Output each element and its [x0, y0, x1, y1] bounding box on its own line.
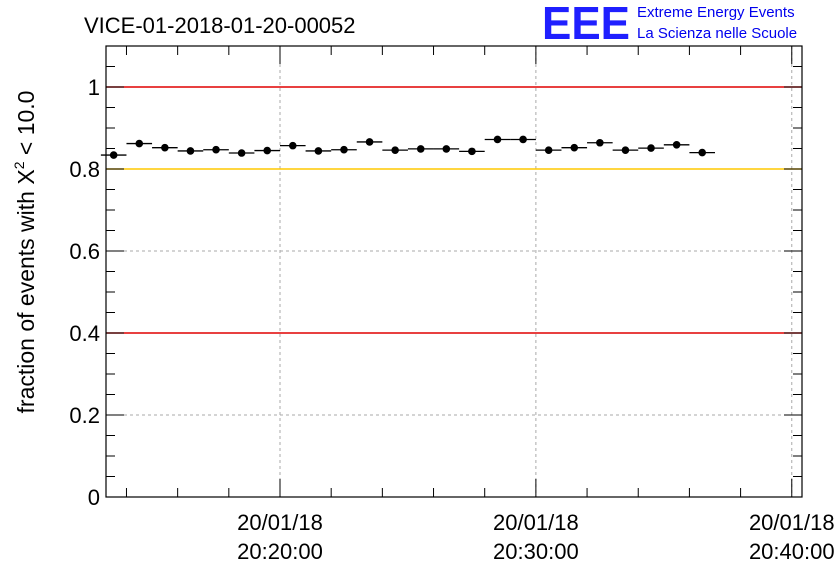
data-point-marker	[391, 146, 399, 154]
y-tick-label-0: 0	[88, 485, 100, 510]
chart-title: VICE-01-2018-01-20-00052	[84, 13, 356, 38]
data-point-marker	[493, 135, 502, 144]
data-point-23	[689, 148, 715, 157]
data-point-marker	[288, 141, 297, 150]
data-point-17	[535, 146, 562, 154]
data-point-marker	[570, 143, 579, 152]
y-axis-label: fraction of events with X2 < 10.0	[11, 91, 39, 414]
data-point-21	[638, 144, 664, 152]
x-tick-time-1: 20:30:00	[493, 539, 579, 564]
data-point-marker	[442, 145, 451, 153]
x-tick-time-2: 20:40:00	[749, 539, 835, 564]
data-point-0	[100, 151, 127, 159]
data-point-marker	[340, 145, 348, 154]
data-point-marker	[416, 145, 425, 153]
data-point-16	[510, 135, 536, 144]
data-point-marker	[186, 147, 195, 155]
data-point-marker	[237, 149, 246, 157]
x-tick-date-0: 20/01/18	[237, 510, 323, 535]
axis-ticks	[106, 45, 802, 498]
data-points	[100, 135, 715, 159]
grid-lines	[106, 46, 802, 497]
data-point-14	[459, 147, 485, 156]
data-point-15	[484, 135, 511, 144]
data-point-19	[587, 138, 613, 147]
data-point-marker	[212, 145, 220, 154]
data-point-marker	[647, 144, 655, 152]
data-point-marker	[621, 146, 630, 154]
data-point-marker	[596, 138, 604, 147]
y-tick-label-5: 1	[88, 75, 100, 100]
data-point-3	[177, 147, 204, 155]
tick-labels: 0 0.2 0.4 0.6 0.8 1 20/01/18 20:20:00 20/01/18 20…	[69, 75, 834, 564]
data-point-10	[356, 138, 383, 146]
x-tick-time-0: 20:20:00	[237, 539, 323, 564]
data-point-marker	[698, 148, 707, 157]
y-tick-label-2: 0.4	[69, 321, 100, 346]
y-axis-label-suffix: < 10.0	[13, 91, 39, 162]
x-tick-date-2: 20/01/18	[749, 510, 835, 535]
data-point-22	[663, 141, 690, 149]
data-point-5	[228, 149, 255, 157]
data-point-marker	[672, 141, 681, 149]
data-point-marker	[314, 147, 323, 155]
y-axis-label-superscript: 2	[11, 161, 27, 169]
logo-mark: EEE	[542, 0, 630, 49]
logo-line-1: Extreme Energy Events	[637, 4, 795, 21]
reference-lines	[106, 86, 802, 334]
y-tick-label-4: 0.8	[69, 157, 100, 182]
data-point-12	[407, 145, 434, 153]
data-point-marker	[519, 135, 527, 144]
data-point-marker	[468, 147, 476, 156]
data-point-11	[382, 146, 408, 154]
data-point-13	[433, 145, 460, 153]
plot-border	[105, 45, 803, 498]
plot-frame	[105, 45, 803, 498]
data-point-7	[280, 141, 306, 150]
y-tick-label-1: 0.2	[69, 403, 100, 428]
data-point-marker	[161, 143, 169, 152]
data-point-18	[561, 143, 588, 152]
data-point-marker	[263, 146, 272, 155]
data-point-marker	[365, 138, 374, 146]
data-point-8	[305, 147, 332, 155]
x-tick-date-1: 20/01/18	[493, 510, 579, 535]
data-point-marker	[109, 151, 118, 159]
data-point-4	[203, 145, 229, 154]
data-point-6	[254, 146, 280, 155]
data-point-9	[331, 145, 357, 154]
data-point-20	[612, 146, 639, 154]
y-tick-label-3: 0.6	[69, 239, 100, 264]
data-point-1	[126, 139, 153, 148]
data-point-marker	[135, 139, 144, 148]
data-point-2	[152, 143, 178, 152]
logo-line-2: La Scienza nelle Scuole	[637, 25, 797, 42]
data-point-marker	[544, 146, 553, 154]
eee-logo: EEE Extreme Energy Events La Scienza nel…	[542, 0, 797, 49]
y-axis-label-prefix: fraction of events with X	[13, 169, 39, 413]
